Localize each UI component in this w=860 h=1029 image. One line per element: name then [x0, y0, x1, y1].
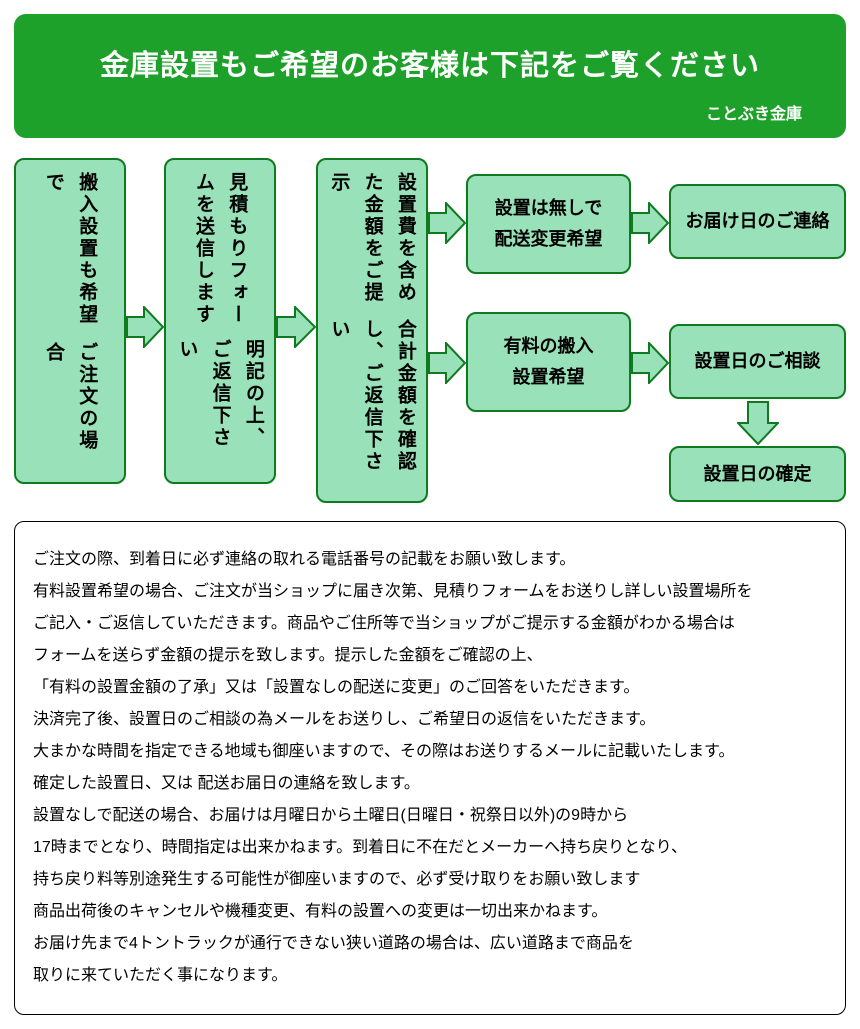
detail-line: 有料設置希望の場合、ご注文が当ショップに届き次第、見積りフォームをお送りし詳しい… [33, 576, 827, 608]
flow-box-paid-install-l1: 有料の搬入 [504, 331, 594, 362]
detail-line: ご注文の際、到着日に必ず連絡の取れる電話番号の記載をお願い致します。 [33, 544, 827, 576]
header-banner: 金庫設置もご希望のお客様は下記をご覧ください ことぶき金庫 [14, 14, 846, 138]
detail-line: 大まかな時間を指定できる地域も御座いますので、その際はお送りするメールに記載いた… [33, 736, 827, 768]
detail-line: 商品出荷後のキャンセルや機種変更、有料の設置への変更は一切出来かねます。 [33, 896, 827, 928]
flow-box-no-install: 設置は無しで 配送変更希望 [466, 174, 631, 274]
detail-line: フォームを送らず金額の提示を致します。提示した金額をご確認の上、 [33, 640, 827, 672]
flow-box-quote: 見積もりフォームを送信します 明記の上、ご返信下さい [164, 158, 276, 484]
arrow-3-6 [428, 342, 466, 384]
flow-box-fix-date-text: 設置日の確定 [704, 459, 812, 490]
detail-line: 17時までとなり、時間指定は出来かねます。到着日に不在だとメーカーへ持ち戻りとな… [33, 832, 827, 864]
flow-box-no-install-l2: 配送変更希望 [495, 224, 603, 255]
arrow-4-5 [631, 202, 669, 244]
detail-line: 持ち戻り料等別途発生する可能性が御座いますので、必ず受け取りをお願い致します [33, 864, 827, 896]
arrow-3-4 [428, 202, 466, 244]
arrow-2-3 [276, 306, 316, 348]
flow-box-delivery-date: お届け日のご連絡 [669, 184, 846, 259]
detail-line: 「有料の設置金額の了承」又は「設置なしの配送に変更」のご回答をいただきます。 [33, 672, 827, 704]
flow-box-confirm: 設置費を含めた金額をご提示 合計金額を確認し、ご返信下さい [316, 158, 428, 503]
detail-line: 確定した設置日、又は 配送お届日の連絡を致します。 [33, 768, 827, 800]
detail-line: 取りに来ていただく事になります。 [33, 960, 827, 992]
flow-box-confirm-l1: 設置費を含めた金額をご提示 [322, 172, 422, 319]
detail-line: お届け先まで4トントラックが通行できない狭い道路の場合は、広い道路まで商品を [33, 928, 827, 960]
flow-box-delivery-date-text: お届け日のご連絡 [686, 206, 830, 237]
flow-box-fix-date: 設置日の確定 [669, 446, 846, 502]
flow-box-order-l1: 搬入設置も希望で [37, 172, 104, 342]
detail-text-box: ご注文の際、到着日に必ず連絡の取れる電話番号の記載をお願い致します。有料設置希望… [14, 521, 846, 1015]
flow-box-quote-l2: 明記の上、ご返信下さい [170, 339, 270, 470]
flow-box-order-l2: ご注文の場合 [37, 342, 104, 470]
detail-line: 設置なしで配送の場合、お届けは月曜日から土曜日(日曜日・祝祭日以外)の9時から [33, 800, 827, 832]
arrow-7-8 [737, 401, 779, 445]
flow-box-consult-date: 設置日のご相談 [669, 324, 846, 399]
arrow-6-7 [631, 342, 669, 384]
arrow-1-2 [126, 306, 164, 348]
header-subtitle: ことぶき金庫 [44, 100, 816, 124]
flow-box-paid-install-l2: 設置希望 [513, 362, 585, 393]
flow-box-quote-l1: 見積もりフォームを送信します [187, 172, 254, 339]
header-title: 金庫設置もご希望のお客様は下記をご覧ください [44, 42, 816, 84]
detail-line: 決済完了後、設置日のご相談の為メールをお送りし、ご希望日の返信をいただきます。 [33, 704, 827, 736]
flow-box-order: 搬入設置も希望で ご注文の場合 [14, 158, 126, 484]
flow-box-paid-install: 有料の搬入 設置希望 [466, 312, 631, 412]
flow-box-confirm-l2: 合計金額を確認し、ご返信下さい [322, 319, 422, 489]
detail-line: ご記入・ご返信していただきます。商品やご住所等で当ショップがご提示する金額がわか… [33, 608, 827, 640]
flowchart: 搬入設置も希望で ご注文の場合 見積もりフォームを送信します 明記の上、ご返信下… [14, 158, 846, 503]
flow-box-consult-date-text: 設置日のご相談 [695, 346, 821, 377]
flow-box-no-install-l1: 設置は無しで [495, 193, 602, 224]
